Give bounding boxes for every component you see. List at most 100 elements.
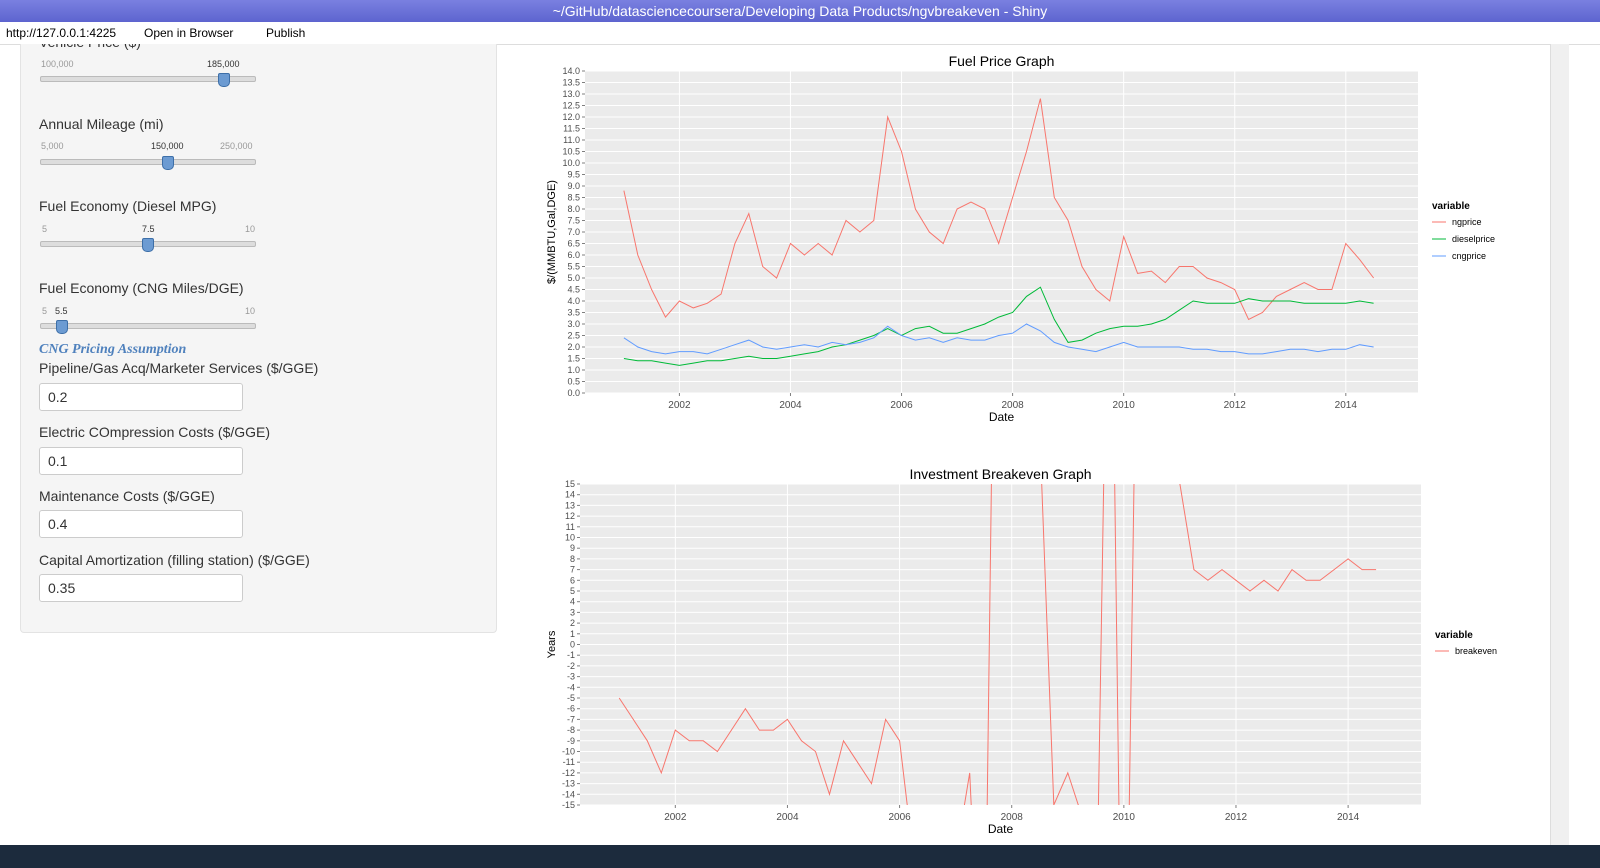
series-line [623, 286, 1374, 366]
slider-min: 5,000 [41, 141, 64, 151]
chart-title: Investment Breakeven Graph [909, 466, 1091, 482]
legend-title: variable [1435, 630, 1473, 641]
slider-max: 10 [245, 224, 256, 234]
y-tick-label: 1.5 [567, 354, 580, 364]
slider-track[interactable] [40, 323, 256, 329]
y-tick-label: 7.5 [567, 216, 580, 226]
x-tick-label: 2004 [779, 400, 802, 411]
text-input[interactable]: 0.4 [39, 510, 243, 538]
y-tick-label: 8 [570, 554, 575, 564]
y-tick-label: 2 [570, 618, 575, 628]
y-tick-label: 11 [566, 522, 575, 532]
y-tick-label: 3.0 [567, 319, 580, 329]
slider-handle[interactable] [142, 238, 154, 252]
slider-max: 250,000 [220, 141, 253, 151]
slider-label: Vehicle Price ($) [39, 44, 141, 50]
y-tick-label: 2.5 [567, 331, 580, 341]
input-label: Pipeline/Gas Acq/Marketer Services ($/GG… [39, 360, 319, 376]
y-tick-label: 13.5 [562, 78, 580, 88]
y-tick-label: -11 [563, 757, 575, 767]
section-heading: CNG Pricing Assumption [39, 342, 187, 357]
slider-label: Fuel Economy (Diesel MPG) [39, 198, 217, 214]
y-tick-label: 3.5 [567, 308, 580, 318]
slider-track[interactable] [40, 76, 256, 82]
y-tick-label: 10 [565, 533, 575, 543]
series-line [623, 98, 1374, 321]
slider-handle[interactable] [218, 73, 230, 87]
y-tick-label: 4.0 [567, 296, 580, 306]
slider-value: 150,000 [151, 141, 184, 151]
y-axis-label: $/(MMBTU,Gal,DGE) [546, 180, 558, 284]
y-tick-label: 0.0 [567, 388, 580, 398]
slider-value: 7.5 [142, 224, 155, 234]
x-axis-label: Date [988, 822, 1014, 836]
input-label: Capital Amortization (filling station) (… [39, 552, 310, 568]
y-tick-label: 0.5 [567, 377, 580, 387]
y-tick-label: 11.5 [563, 124, 580, 134]
y-tick-label: 5 [570, 586, 575, 596]
y-tick-label: -14 [562, 789, 575, 799]
chart-title: Fuel Price Graph [949, 53, 1055, 69]
slider-handle[interactable] [56, 320, 68, 334]
y-tick-label: 6.5 [567, 239, 580, 249]
y-tick-label: 0 [570, 640, 575, 650]
y-tick-label: 4 [570, 597, 575, 607]
open-in-browser[interactable]: Open in Browser [144, 26, 234, 40]
text-input[interactable]: 0.2 [39, 383, 243, 411]
y-tick-label: 6.0 [567, 250, 580, 260]
slider-track[interactable] [40, 159, 256, 165]
x-tick-label: 2006 [890, 400, 913, 411]
taskbar [0, 845, 1600, 868]
series-line [623, 323, 1374, 355]
publish[interactable]: Publish [266, 26, 306, 40]
y-axis-label: Years [546, 630, 558, 658]
x-tick-label: 2012 [1225, 812, 1248, 823]
slider-value: 185,000 [207, 59, 240, 69]
x-tick-label: 2002 [668, 400, 691, 411]
y-tick-label: 10.0 [562, 158, 580, 168]
legend-label: ngprice [1452, 217, 1482, 227]
y-tick-label: 4.5 [567, 285, 580, 295]
slider-label: Fuel Economy (CNG Miles/DGE) [39, 280, 244, 296]
slider-min: 5 [42, 224, 48, 234]
y-tick-label: -15 [562, 800, 575, 810]
scrollbar[interactable] [1550, 44, 1569, 845]
x-tick-label: 2004 [776, 812, 799, 823]
slider-label: Annual Mileage (mi) [39, 116, 164, 132]
y-tick-label: -2 [567, 661, 575, 671]
y-tick-label: 15 [565, 479, 575, 489]
slider-handle[interactable] [162, 156, 174, 170]
y-tick-label: 11.0 [563, 135, 580, 145]
legend-label: dieselprice [1452, 234, 1495, 244]
y-tick-label: 5.5 [567, 262, 580, 272]
y-tick-label: 13.0 [562, 89, 580, 99]
y-tick-label: 9 [570, 543, 575, 553]
input-label: Electric COmpression Costs ($/GGE) [39, 424, 271, 440]
y-tick-label: 1 [570, 629, 575, 639]
y-tick-label: -13 [562, 779, 575, 789]
text-input[interactable]: 0.1 [39, 447, 243, 475]
y-tick-label: 14.0 [562, 66, 580, 76]
charts: 0.00.51.01.52.02.53.03.54.04.55.05.56.06… [546, 53, 1497, 836]
y-tick-label: 12.0 [562, 112, 580, 122]
x-tick-label: 2010 [1113, 400, 1136, 411]
y-tick-label: -10 [562, 747, 575, 757]
y-tick-label: 13 [565, 500, 575, 510]
y-tick-label: 8.0 [567, 204, 580, 214]
y-tick-label: -8 [567, 725, 575, 735]
slider-max: 10 [245, 306, 256, 316]
series-line [618, 484, 1377, 805]
input-label: Maintenance Costs ($/GGE) [39, 488, 215, 504]
y-tick-label: 12 [565, 511, 575, 521]
y-tick-label: 3 [570, 607, 575, 617]
y-tick-label: 12.5 [562, 101, 580, 111]
y-tick-label: 7 [570, 565, 575, 575]
slider-min: 100,000 [41, 59, 74, 69]
x-axis-label: Date [989, 410, 1015, 424]
legend-label: cngprice [1452, 251, 1486, 261]
toolbar: http://127.0.0.1:4225 Open in Browser Pu… [0, 22, 1600, 45]
text-input[interactable]: 0.35 [39, 574, 243, 602]
y-tick-label: 14 [565, 490, 575, 500]
y-tick-label: 9.5 [567, 170, 580, 180]
window-title: ~/GitHub/datasciencecoursera/Developing … [0, 0, 1600, 22]
